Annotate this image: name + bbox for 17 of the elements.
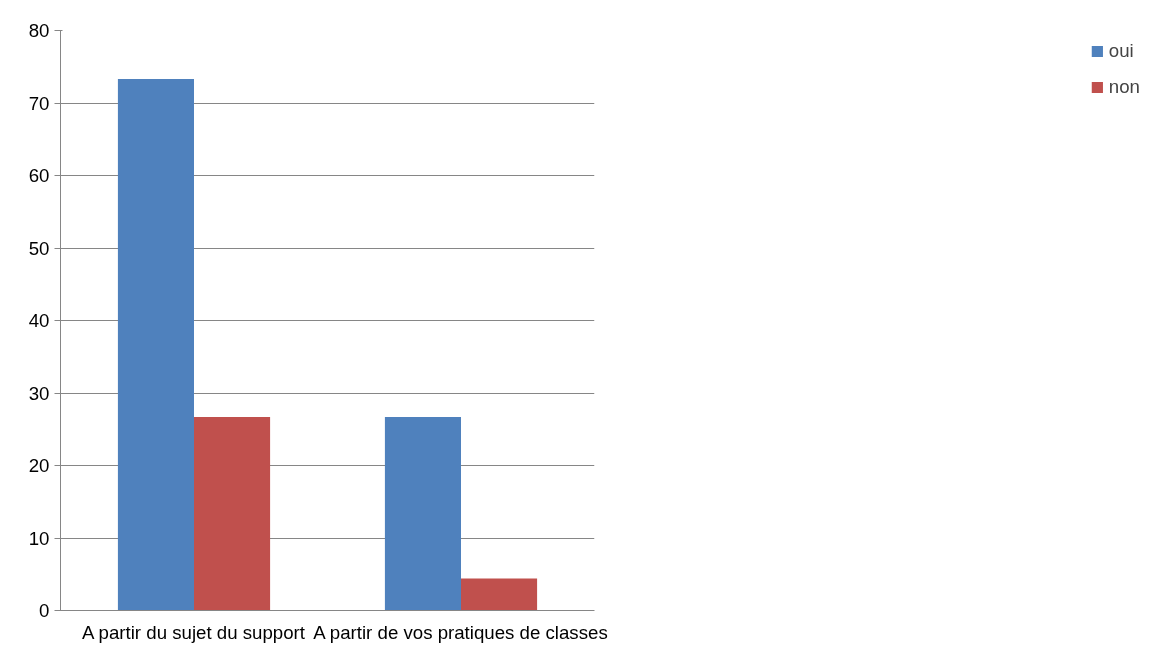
legend-label: non [1108,76,1140,98]
y-tick-label: 60 [28,165,50,186]
y-tick-label: 0 [39,600,50,621]
y-tick-label: 40 [28,310,50,331]
y-tick-label: 30 [28,382,50,404]
x-tick-label: A partir de vos pratiques de classes [313,621,608,643]
y-tick-label: 20 [28,455,50,476]
y-tick-label: 50 [28,237,50,259]
bar [461,578,538,611]
y-tick-label: 80 [28,20,50,41]
legend-label: oui [1108,40,1134,62]
bar [194,416,271,611]
y-tick-label: 70 [28,92,50,114]
x-tick-label: A partir du sujet du support [82,621,306,643]
bar [117,79,194,611]
bar [384,416,461,611]
y-tick-label: 10 [28,527,50,549]
